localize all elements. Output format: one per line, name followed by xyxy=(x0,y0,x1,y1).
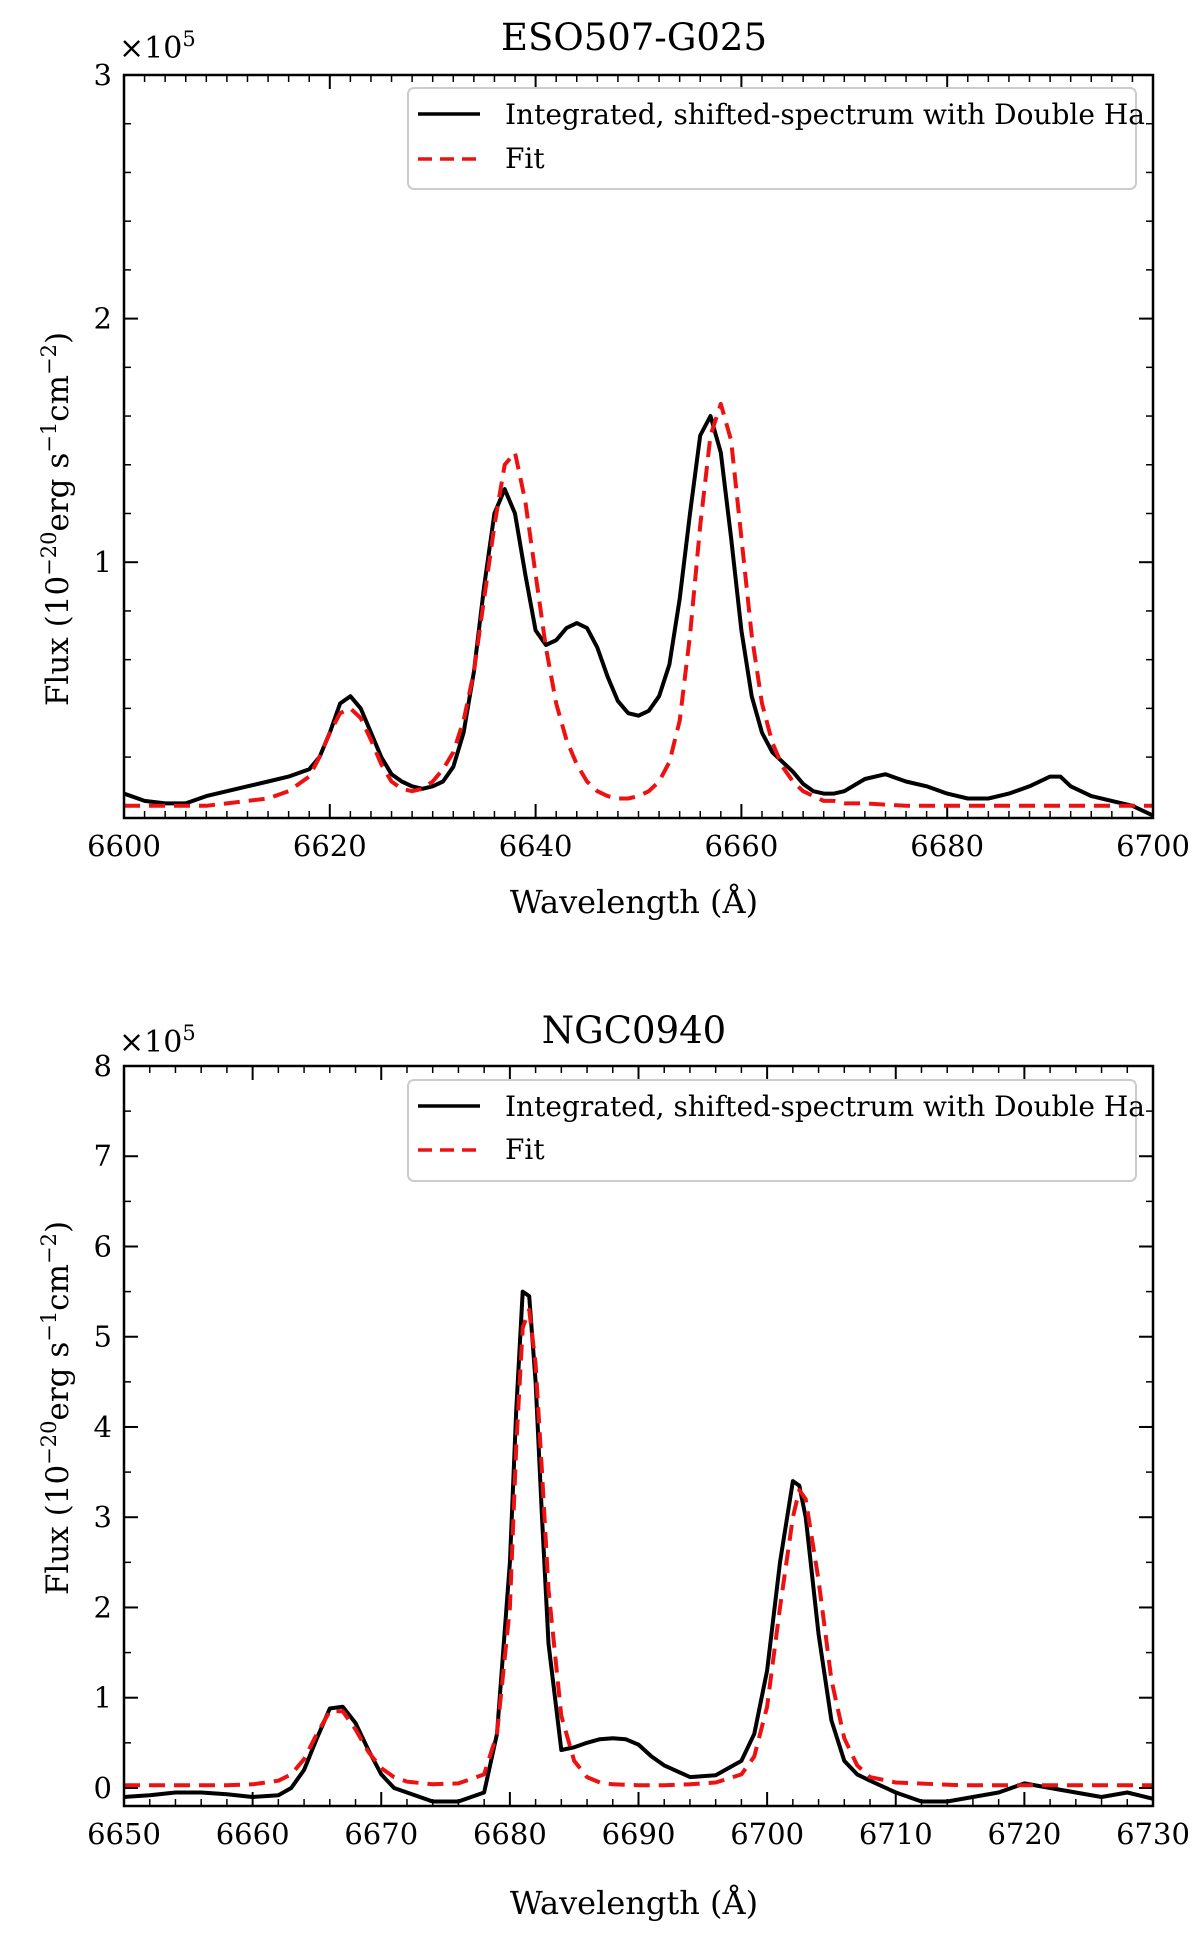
y-tick-label: 7 xyxy=(94,1139,112,1173)
series-group xyxy=(124,1289,1153,1804)
y-tick-label: 1 xyxy=(94,1681,112,1715)
fit-line xyxy=(124,1307,1153,1788)
legend-box xyxy=(407,1079,1137,1182)
spectrum-line xyxy=(124,1289,1153,1804)
x-tick-label: 6680 xyxy=(473,1817,547,1851)
y-axis-label: Flux (10−20erg s−1cm−2) xyxy=(37,1221,76,1595)
x-tick-label: 6720 xyxy=(987,1817,1061,1851)
chart-title: ESO507-G025 xyxy=(501,16,767,59)
y-tick-label: 1 xyxy=(94,545,112,579)
legend-label-fit: Fit xyxy=(505,142,545,175)
legend-box xyxy=(407,87,1137,190)
x-tick-label: 6680 xyxy=(910,829,984,863)
x-tick-label: 6730 xyxy=(1116,1817,1190,1851)
x-tick-label: 6600 xyxy=(87,829,161,863)
y-tick-label: 0 xyxy=(94,1771,112,1805)
legend-label-spectrum: Integrated, shifted-spectrum with Double… xyxy=(505,1090,1145,1123)
x-tick-label: 6700 xyxy=(730,1817,804,1851)
y-tick-label: 2 xyxy=(94,1590,112,1624)
y-tick-label: 3 xyxy=(94,1500,112,1534)
chart-eso507-g025: ESO507-G025 6600 6620 6640 6660 6680 6700123 … xyxy=(37,16,1190,921)
y-multiplier: ×105 xyxy=(119,27,196,66)
chart-ngc0940: NGC0940 6650 6660 6670 6680 6690 6700 6710 6720… xyxy=(37,1009,1190,1922)
legend: Integrated, shifted-spectrum with Double… xyxy=(407,1079,1145,1182)
spectrum-line xyxy=(124,414,1153,818)
tick-labels: 6650 6660 6670 6680 6690 6700 6710 6720 6730 0 1 2 3… xyxy=(87,1049,1190,1851)
x-tick-label: 6710 xyxy=(859,1817,933,1851)
x-tick-label: 6660 xyxy=(216,1817,290,1851)
x-tick-label: 6650 xyxy=(87,1817,161,1851)
x-tick-label: 6640 xyxy=(499,829,573,863)
tick-labels: 6600 6620 6640 6660 6680 6700 1 2 3 xyxy=(87,58,1190,863)
legend-label-spectrum: Integrated, shifted-spectrum with Double… xyxy=(505,98,1145,131)
y-tick-label: 4 xyxy=(94,1410,112,1444)
x-axis-label: Wavelength (Å) xyxy=(510,1884,758,1922)
plot-frame xyxy=(122,1064,1155,1808)
x-tick-label: 6620 xyxy=(293,829,367,863)
x-tick-label: 6670 xyxy=(344,1817,418,1851)
x-tick-label: 6700 xyxy=(1116,829,1190,863)
x-tick-label: 6690 xyxy=(602,1817,676,1851)
x-tick-label: 6660 xyxy=(704,829,778,863)
y-tick-label: 8 xyxy=(94,1049,112,1083)
y-tick-label: 5 xyxy=(94,1320,112,1354)
plot-frame xyxy=(122,73,1155,820)
y-tick-label: 6 xyxy=(94,1229,112,1263)
series-group xyxy=(124,401,1153,818)
fit-line xyxy=(124,401,1153,808)
x-axis-label: Wavelength (Å) xyxy=(510,883,758,921)
y-tick-label: 3 xyxy=(94,58,112,92)
chart-title: NGC0940 xyxy=(542,1009,726,1052)
legend-label-fit: Fit xyxy=(505,1133,545,1166)
legend: Integrated, shifted-spectrum with Double… xyxy=(407,87,1145,190)
y-axis-label: Flux (10−20erg s−1cm−2) xyxy=(37,332,76,706)
y-tick-label: 2 xyxy=(94,302,112,336)
